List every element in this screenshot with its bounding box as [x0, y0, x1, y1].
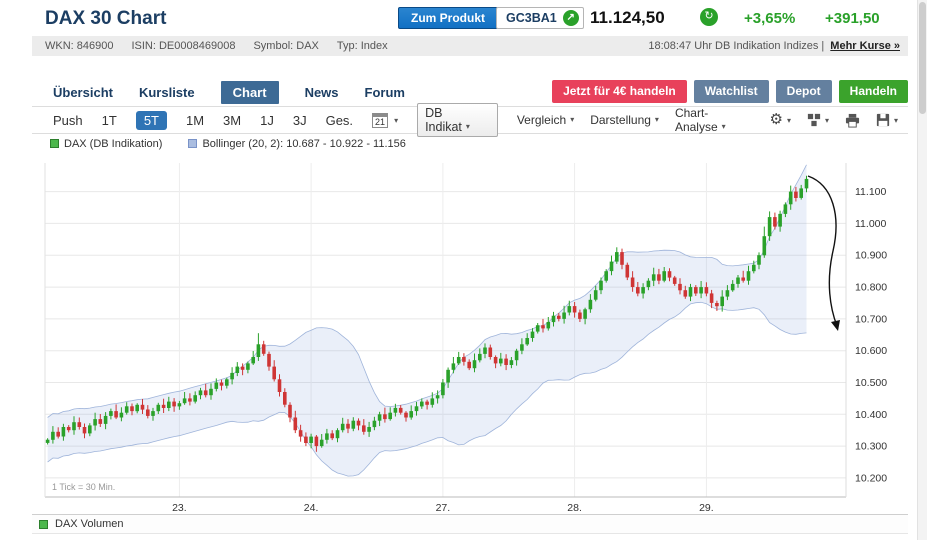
svg-text:27.: 27. [436, 502, 451, 514]
change-percent: +3,65% [744, 10, 796, 27]
instrument-infobar: WKN: 846900 ISIN: DE0008469008 Symbol: D… [32, 36, 908, 56]
section-nav: Übersicht Kursliste Chart News Forum Jet… [32, 80, 908, 105]
svg-text:11.100: 11.100 [855, 186, 886, 198]
header: DAX 30 Chart Zum Produkt GC3BA1 ↗ 11.124… [32, 4, 908, 34]
period-1t[interactable]: 1T [101, 112, 117, 128]
type-info: Typ: Index [336, 40, 388, 52]
vergleich-menu[interactable]: Vergleich [517, 113, 574, 127]
chart-toolbar: Push 1T 5T 1M 3M 1J 3J Ges. 21 DB Indika… [32, 103, 908, 137]
tab-news[interactable]: News [304, 84, 339, 100]
tab-forum[interactable]: Forum [364, 84, 405, 100]
legend-dax: DAX (DB Indikation) [50, 138, 162, 150]
volume-panel-label: DAX Volumen [55, 518, 124, 530]
scrollbar-thumb[interactable] [919, 2, 926, 114]
svg-text:10.800: 10.800 [855, 282, 887, 294]
trade-4eur-button[interactable]: Jetzt für 4€ handeln [552, 80, 687, 103]
chart-area: 10.200 10.300 10.400 10.500 10.600 10.700 10.8… [32, 156, 908, 514]
action-buttons: Jetzt für 4€ handeln Watchlist Depot Han… [552, 80, 908, 103]
bollinger-swatch [188, 139, 198, 148]
page-scrollbar[interactable] [917, 0, 927, 540]
period-1j[interactable]: 1J [260, 112, 274, 128]
tab-chart[interactable]: Chart [220, 80, 279, 104]
toolbar-right: Vergleich Darstellung Chart-Analyse ⚙ [517, 106, 908, 134]
svg-text:1 Tick = 30 Min.: 1 Tick = 30 Min. [52, 482, 115, 492]
tab-bar: Übersicht Kursliste Chart News Forum [53, 80, 405, 104]
price-value: 11.124,50 [590, 8, 665, 27]
svg-text:10.900: 10.900 [855, 250, 887, 262]
layout-icon[interactable] [807, 113, 829, 127]
period-1m[interactable]: 1M [185, 112, 205, 128]
depot-button[interactable]: Depot [775, 80, 832, 103]
open-product-icon[interactable]: ↗ [562, 10, 579, 26]
tab-uebersicht[interactable]: Übersicht [53, 84, 113, 100]
wkn-info: WKN: 846900 [45, 40, 114, 52]
svg-text:24.: 24. [304, 502, 319, 514]
svg-text:29.: 29. [699, 502, 714, 514]
svg-text:28.: 28. [567, 502, 582, 514]
svg-text:11.000: 11.000 [855, 218, 886, 230]
isin-info: ISIN: DE0008469008 [131, 40, 236, 52]
watchlist-button[interactable]: Watchlist [693, 80, 769, 103]
date-range-picker[interactable]: 21 [372, 112, 398, 128]
svg-text:10.200: 10.200 [855, 472, 887, 484]
zum-produkt-button[interactable]: Zum Produkt [398, 7, 498, 29]
period-3j[interactable]: 3J [292, 112, 307, 128]
period-5t[interactable]: 5T [135, 110, 167, 130]
tab-kursliste[interactable]: Kursliste [138, 84, 195, 100]
page-content: DAX 30 Chart Zum Produkt GC3BA1 ↗ 11.124… [32, 0, 908, 540]
settings-gear-icon[interactable]: ⚙ [770, 112, 791, 127]
product-code-badge[interactable]: GC3BA1 ↗ [496, 7, 584, 29]
indicator-select[interactable]: DB Indikat [417, 103, 498, 137]
period-ges[interactable]: Ges. [325, 112, 354, 128]
volume-swatch [39, 519, 48, 529]
print-icon[interactable] [845, 113, 860, 128]
symbol-info: Symbol: DAX [253, 40, 319, 52]
mehr-kurse-link[interactable]: Mehr Kurse » [830, 40, 900, 52]
change-absolute: +391,50 [825, 10, 880, 27]
svg-text:10.600: 10.600 [855, 345, 887, 357]
price-chart[interactable]: 10.200 10.300 10.400 10.500 10.600 10.700 10.8… [32, 156, 908, 514]
dax-series-swatch [50, 139, 59, 148]
darstellung-menu[interactable]: Darstellung [590, 113, 659, 127]
svg-text:10.400: 10.400 [855, 409, 887, 421]
svg-text:10.300: 10.300 [855, 441, 887, 453]
volume-panel-header[interactable]: DAX Volumen [32, 514, 908, 534]
chart-legend: DAX (DB Indikation) Bollinger (20, 2): 1… [32, 138, 406, 150]
period-3m[interactable]: 3M [223, 112, 242, 128]
svg-text:10.700: 10.700 [855, 313, 887, 325]
page-title: DAX 30 Chart [45, 8, 167, 29]
chart-analyse-menu[interactable]: Chart-Analyse [675, 106, 754, 134]
handeln-button[interactable]: Handeln [838, 80, 908, 103]
svg-text:10.500: 10.500 [855, 377, 887, 389]
refresh-icon[interactable]: ↻ [700, 8, 718, 26]
period-push[interactable]: Push [53, 112, 83, 128]
quote-time-info: 18:08:47 Uhr DB Indikation Indizes | [648, 40, 825, 52]
svg-text:23.: 23. [172, 502, 187, 514]
save-icon[interactable] [876, 113, 898, 127]
calendar-icon[interactable]: 21 [372, 112, 389, 128]
legend-bollinger: Bollinger (20, 2): 10.687 - 10.922 - 11.… [188, 138, 406, 150]
product-code: GC3BA1 [506, 11, 557, 25]
